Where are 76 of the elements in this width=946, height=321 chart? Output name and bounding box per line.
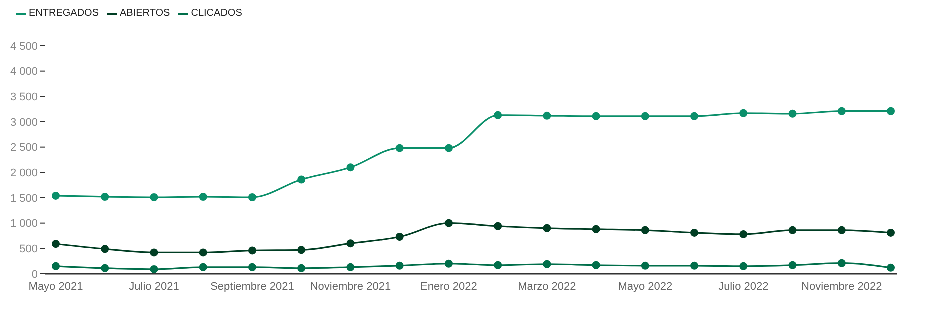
y-tick-label: 4 000	[10, 66, 38, 78]
x-tick-label: Mayo 2021	[28, 280, 84, 293]
x-tick-label: Enero 2022	[420, 280, 478, 293]
point	[838, 107, 846, 116]
point	[248, 246, 256, 255]
x-tick-label: Septiembre 2021	[210, 280, 294, 293]
point	[150, 265, 158, 274]
point	[101, 245, 110, 254]
point	[543, 260, 552, 268]
point	[444, 144, 453, 152]
point	[494, 222, 502, 230]
point	[838, 226, 846, 234]
x-tick-label: Julio 2022	[718, 280, 769, 293]
point	[298, 246, 306, 254]
point	[101, 264, 110, 272]
y-tick-label: 1 000	[10, 218, 38, 230]
y-tick-label: 0	[32, 268, 38, 281]
point	[444, 219, 453, 228]
point	[641, 226, 650, 234]
x-tick-label: Julio 2021	[129, 280, 180, 293]
point	[543, 112, 552, 120]
point	[199, 263, 208, 272]
point	[298, 264, 306, 272]
legend-label: ABIERTOS	[119, 8, 170, 19]
point	[52, 192, 60, 200]
point	[494, 111, 502, 120]
point	[494, 261, 502, 270]
point	[346, 164, 355, 172]
point	[740, 262, 748, 270]
x-tick-label: Marzo 2022	[518, 280, 576, 293]
y-tick-label: 2 500	[10, 142, 38, 154]
y-tick-label: 500	[20, 244, 38, 256]
point	[740, 230, 748, 238]
point	[592, 261, 600, 270]
point	[346, 240, 355, 248]
point	[788, 110, 797, 118]
point	[641, 112, 650, 120]
point	[740, 109, 748, 118]
y-tick-label: 3 000	[10, 116, 38, 129]
point	[52, 240, 60, 248]
point	[150, 193, 158, 202]
point	[887, 107, 895, 116]
point	[543, 224, 552, 232]
point	[641, 262, 650, 270]
point	[52, 262, 60, 270]
x-tick-label: Mayo 2022	[618, 280, 673, 293]
point	[298, 176, 306, 184]
point	[346, 263, 355, 272]
point	[690, 228, 699, 237]
y-tick-label: 3 500	[10, 92, 38, 104]
point	[592, 225, 600, 234]
point	[199, 248, 208, 257]
legend-label: ENTREGADOS	[28, 8, 100, 19]
point	[690, 112, 699, 120]
point	[788, 261, 797, 270]
point	[150, 248, 158, 257]
point	[838, 259, 846, 268]
point	[887, 264, 895, 272]
x-tick-label: Noviembre 2022	[802, 280, 882, 293]
legend-label: CLICADOS	[190, 8, 242, 19]
point	[396, 262, 404, 270]
y-tick-label: 2 000	[10, 168, 38, 180]
point	[690, 262, 699, 270]
y-tick-label: 4 500	[10, 40, 38, 53]
point	[199, 192, 208, 201]
point	[444, 260, 453, 268]
y-tick-label: 1 500	[10, 192, 38, 205]
point	[887, 228, 895, 237]
point	[592, 112, 600, 120]
point	[248, 263, 256, 272]
point	[396, 233, 404, 242]
point	[248, 193, 256, 202]
point	[788, 226, 797, 234]
x-tick-label: Noviembre 2021	[310, 280, 392, 293]
point	[396, 144, 404, 152]
point	[101, 192, 110, 201]
